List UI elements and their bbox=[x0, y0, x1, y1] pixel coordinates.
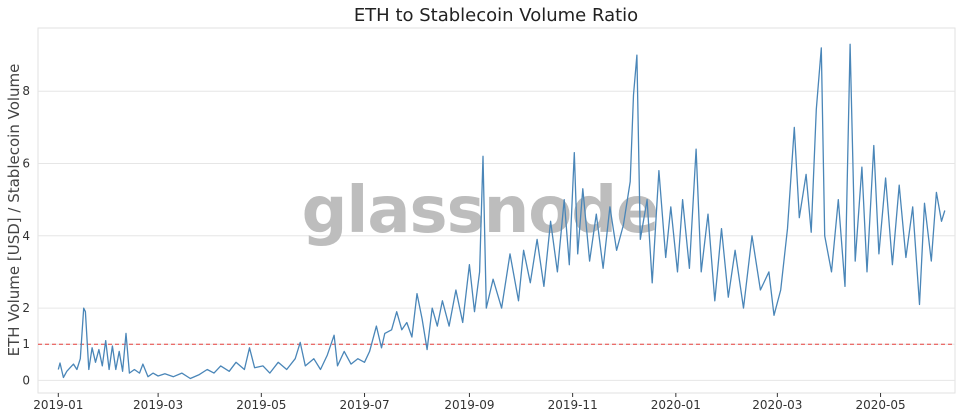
y-tick-label: 4 bbox=[22, 229, 30, 243]
series-line bbox=[57, 43, 946, 380]
x-tick-label: 2019-09 bbox=[444, 398, 494, 412]
y-tick-label: 1 bbox=[22, 337, 30, 351]
y-tick-label: 8 bbox=[22, 84, 30, 98]
y-tick-label: 2 bbox=[22, 301, 30, 315]
x-tick-label: 2020-05 bbox=[855, 398, 905, 412]
y-axis-ticks: 0 1 2 4 6 8 bbox=[22, 84, 30, 387]
x-tick-label: 2019-05 bbox=[236, 398, 286, 412]
y-axis-label: ETH Volume [USD] / Stablecoin Volume bbox=[5, 64, 23, 357]
x-tick-label: 2020-01 bbox=[651, 398, 701, 412]
x-tick-label: 2020-03 bbox=[752, 398, 802, 412]
chart-title: ETH to Stablecoin Volume Ratio bbox=[354, 5, 638, 26]
series-group bbox=[57, 43, 946, 380]
x-axis-ticks: 2019-01 2019-03 2019-05 2019-07 2019-09 2019-… bbox=[33, 393, 906, 412]
x-tick-label: 2019-01 bbox=[33, 398, 83, 412]
y-tick-label: 0 bbox=[22, 373, 30, 387]
x-tick-label: 2019-07 bbox=[339, 398, 389, 412]
plot-area bbox=[37, 27, 956, 394]
x-tick-label: 2019-11 bbox=[548, 398, 598, 412]
y-tick-label: 6 bbox=[22, 157, 30, 171]
x-tick-label: 2019-03 bbox=[133, 398, 183, 412]
